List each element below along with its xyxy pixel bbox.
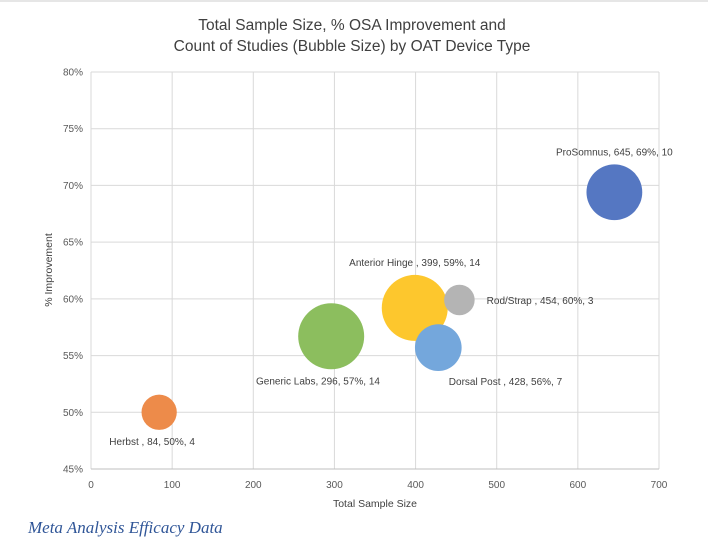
x-tick-label: 700 [651,480,668,491]
gridlines [90,71,660,470]
y-tick-label: 50% [63,408,83,419]
x-tick-label: 0 [88,480,94,491]
data-label: Dorsal Post , 428, 56%, 7 [449,377,563,388]
data-label: Herbst , 84, 50%, 4 [109,437,195,448]
tick-labels: 0 100 200 300 400 500 600 700 45% 50% 55% 60% 65% 70%… [63,68,668,492]
y-axis-title: % Improvement [43,233,55,307]
data-label: Anterior Hinge , 399, 59%, 14 [349,258,481,269]
bubble-prosomnus [586,164,643,221]
x-axis-title: Total Sample Size [333,498,417,510]
bubble-rod-strap [444,284,475,316]
y-tick-label: 70% [63,181,83,192]
chart-title-line-2: Count of Studies (Bubble Size) by OAT De… [174,38,531,55]
data-label: ProSomnus, 645, 69%, 10 [556,147,673,158]
data-labels: Herbst , 84, 50%, 4 Generic Labs, 296, 57… [109,147,673,448]
y-tick-label: 65% [63,238,83,249]
caption: Meta Analysis Efficacy Data [28,518,223,537]
bubbles [141,164,643,430]
chart-title-line-1: Total Sample Size, % OSA Improvement and [198,17,506,34]
x-tick-label: 200 [245,480,262,491]
y-tick-label: 45% [63,465,83,476]
data-label: Generic Labs, 296, 57%, 14 [256,376,380,387]
y-tick-label: 80% [63,68,83,79]
x-tick-label: 100 [164,480,181,491]
chart-top-edge [0,0,708,2]
bubble-anterior-hinge [381,274,448,341]
y-tick-label: 75% [63,124,83,135]
y-tick-label: 60% [63,294,83,305]
x-tick-label: 600 [570,480,587,491]
y-tick-label: 55% [63,351,83,362]
bubble-herbst [141,394,177,430]
data-label: Rod/Strap , 454, 60%, 3 [487,296,594,307]
bubble-dorsal-post [414,324,462,371]
x-tick-label: 400 [407,480,424,491]
bubble-generic-labs [298,303,365,370]
x-tick-label: 500 [488,480,505,491]
x-tick-label: 300 [326,480,343,491]
